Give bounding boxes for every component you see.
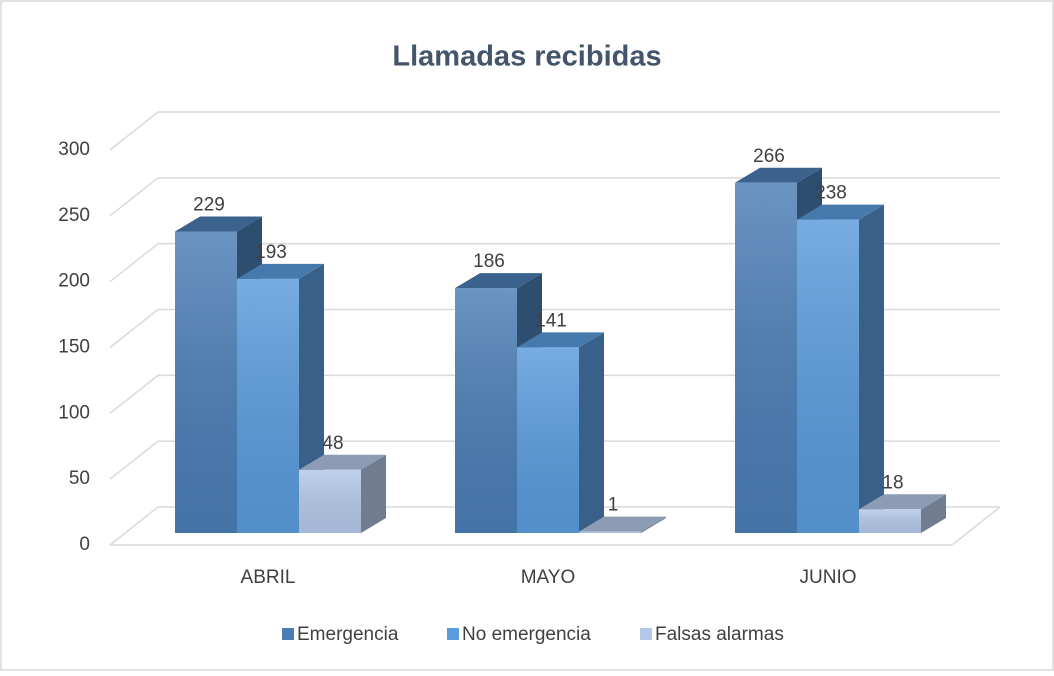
x-tick-label: JUNIO [800,567,857,588]
data-label: 48 [322,433,343,454]
bar-side [641,516,666,533]
x-tick-label: ABRIL [241,567,296,588]
bar-shade [237,278,299,533]
bar-top [735,167,822,183]
y-tick-label: 300 [58,139,90,160]
y-tick-label: 150 [58,337,90,358]
grid-line [109,440,1000,480]
y-tick-label: 100 [58,402,90,423]
data-label: 141 [535,310,567,331]
grid-line [109,242,1000,283]
data-label: 18 [882,472,903,493]
bar-side [859,204,884,533]
bar-shade [797,219,859,533]
y-tick-label: 250 [58,205,90,226]
bar-top [299,454,386,470]
bar-shade [735,182,797,533]
bar-shade [455,288,517,533]
y-tick-label: 50 [69,468,90,489]
bar-shade [299,469,361,533]
data-label: 266 [753,146,785,167]
bar-top [579,516,666,532]
bar-side [921,494,946,533]
legend-label: No emergencia [462,624,591,645]
chart-title: Llamadas recibidas [392,41,661,73]
legend-swatch [640,628,652,640]
legend-swatch [447,628,459,640]
legend-swatch [282,628,294,640]
bar-top [237,263,324,279]
bar-top [797,204,884,220]
bar-shade [579,531,641,533]
bar-top [455,273,542,289]
legend-label: Emergencia [297,624,399,645]
y-tick-label: 0 [79,534,90,555]
bar-top [175,216,262,232]
data-label: 1 [608,495,619,516]
grid-line [109,177,1000,217]
bar-top [517,332,604,348]
y-tick-label: 200 [58,271,90,292]
x-tick-label: MAYO [521,567,576,588]
data-label: 193 [255,242,287,263]
grid-line [109,506,1000,546]
bar-top [859,494,946,510]
bar-side [361,454,386,533]
grid-line [109,111,1000,151]
bar-shade [175,231,237,533]
bar-shade [859,509,921,533]
data-label: 238 [815,183,847,204]
floor-edge [951,506,1001,546]
data-label: 229 [193,194,225,215]
data-label: 186 [473,251,505,272]
grid-line [109,308,1000,349]
grid-line [109,374,1000,414]
bar-shade [517,347,579,533]
legend-label: Falsas alarmas [655,624,784,645]
bar-side [579,332,604,533]
